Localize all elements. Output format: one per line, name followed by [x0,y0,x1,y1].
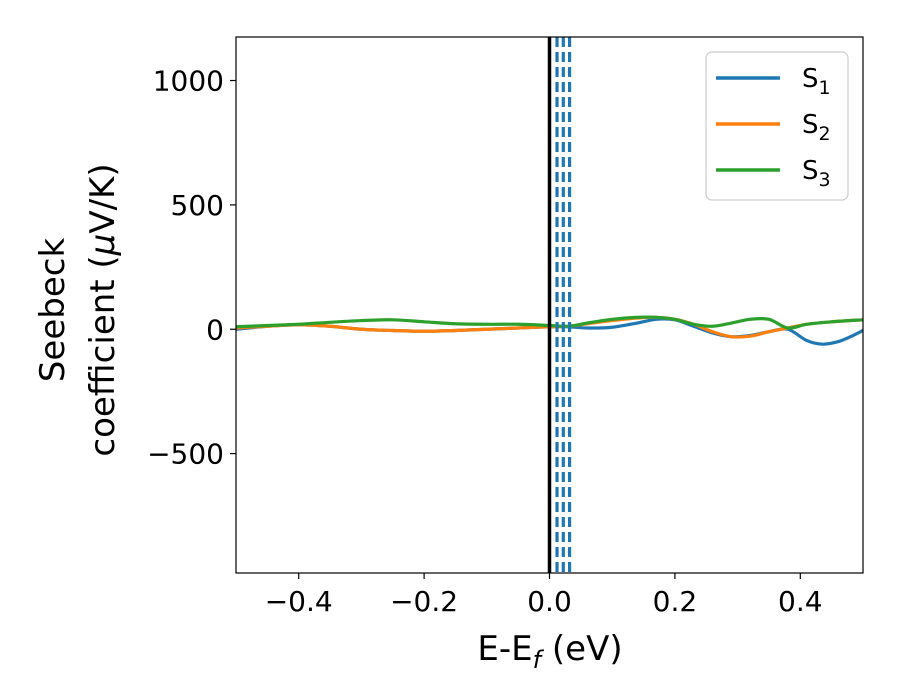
legend: S1 S2 S3 [705,51,849,201]
y-tick-label: 0 [206,313,224,346]
y-axis-label-line2: coefficient (μV/K) [83,163,123,456]
legend-label-s3: S3 [802,156,831,191]
legend-box [705,51,849,201]
x-tick-label: 0.0 [527,585,572,618]
y-axis-label-line1: Seebeck [33,238,73,383]
y-tick-label: 1000 [153,65,224,98]
y-tick-label: 500 [171,189,224,222]
legend-label-s2: S2 [802,110,831,145]
series-line-s3 [236,315,863,330]
x-tick-label: 0.2 [653,585,698,618]
legend-label-s1: S1 [802,64,831,99]
y-axis-label: Seebeck coefficient (μV/K) [33,163,123,456]
x-tick-label: 0.4 [778,585,823,618]
x-tick-label: −0.2 [390,585,458,618]
x-axis-label: E-Ef (eV) [477,629,622,674]
x-tick-label: −0.4 [265,585,333,618]
y-tick-label: −500 [147,438,224,471]
